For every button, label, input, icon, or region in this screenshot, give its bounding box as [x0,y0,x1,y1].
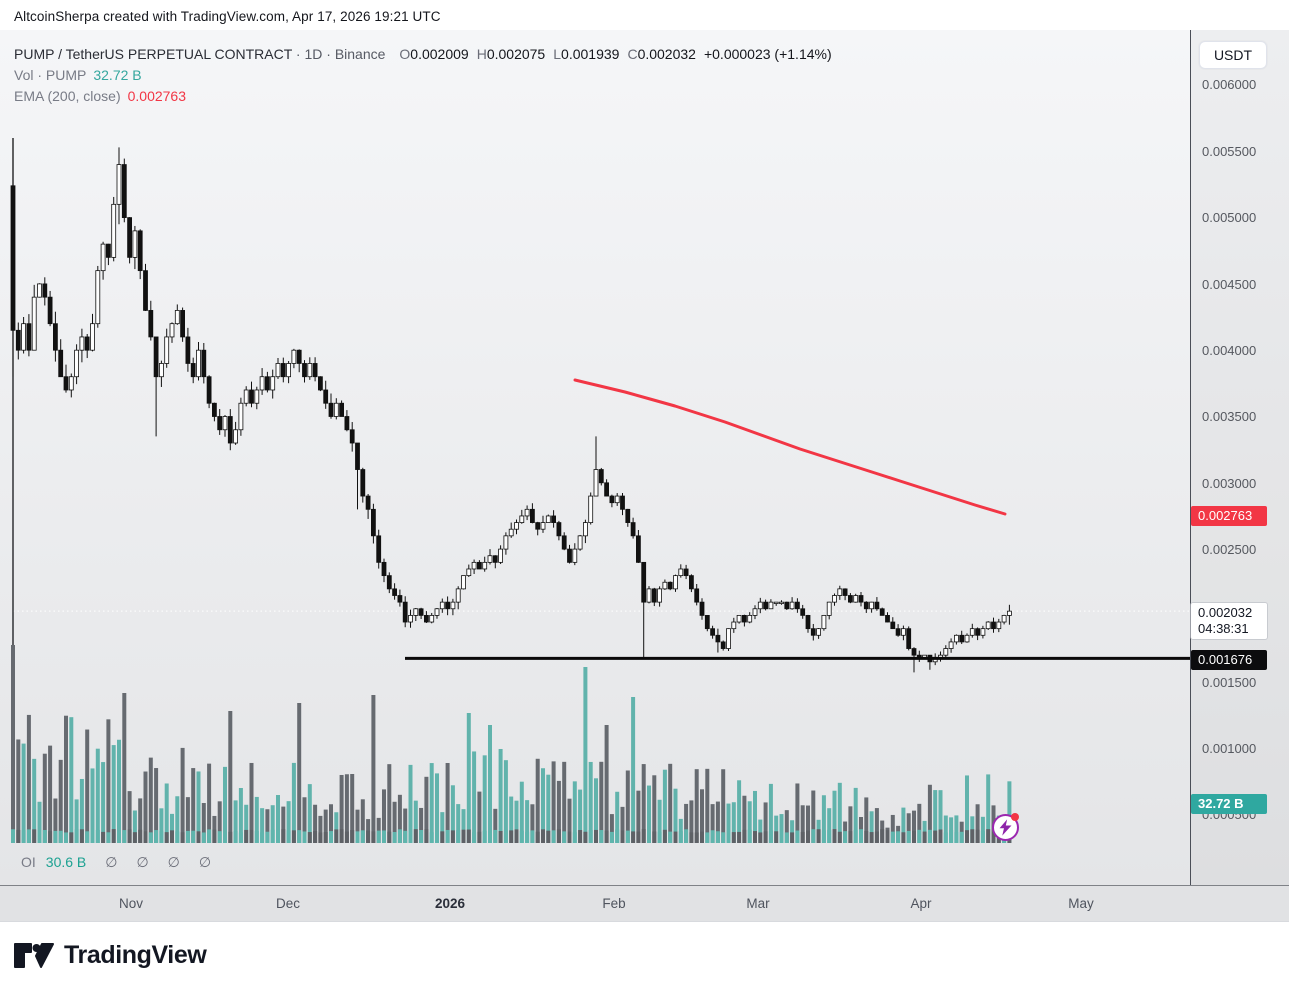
price-tick-label: 0.002500 [1202,542,1257,557]
axis-separator-line [0,885,1289,886]
time-tick-label: Feb [602,896,626,911]
current-price-badge: 0.002032 04:38:31 [1191,603,1267,639]
price-tick-label: 0.005000 [1202,210,1257,225]
oi-empty-icon: ∅ [167,855,180,871]
ema-legend-value: 0.002763 [127,88,187,104]
time-axis[interactable]: Nov Dec 2026 Feb Mar Apr May [0,886,1289,922]
chart-canvas[interactable] [0,30,1190,885]
price-axis-border [1190,30,1191,922]
tradingview-footer[interactable]: TradingView [14,941,207,970]
ohlc-values: O0.002009 H0.002075 L0.001939 C0.002032 [385,46,696,62]
ohlc-letter: H [476,46,487,62]
lightning-bolt-icon [999,819,1012,836]
time-tick-label: Dec [275,896,300,911]
lightning-badge [992,813,1019,841]
price-tick-label: 0.005500 [1202,144,1257,159]
volume-legend-row[interactable]: Vol · PUMP 32.72 B [14,65,832,86]
time-tick-label: Mar [746,896,770,911]
price-tick-label: 0.003000 [1202,476,1257,491]
ohlc-letter: C [627,46,638,62]
volume-legend-label: Vol · PUMP [14,67,87,83]
symbol-row[interactable]: PUMP / TetherUS PERPETUAL CONTRACT · 1D … [14,46,832,62]
volume-badge: 32.72 B [1191,794,1267,814]
ema-price-badge: 0.002763 [1191,506,1267,526]
ema-legend-row[interactable]: EMA (200, close) 0.002763 [14,86,832,107]
time-tick-label: Nov [118,896,143,911]
chart-legend: PUMP / TetherUS PERPETUAL CONTRACT · 1D … [14,44,832,107]
support-price-badge: 0.001676 [1191,650,1267,670]
price-tick-label: 0.004500 [1202,277,1257,292]
symbol-title[interactable]: PUMP / TetherUS PERPETUAL CONTRACT [14,46,292,62]
price-axis[interactable] [1190,30,1289,922]
price-tick-label: 0.001500 [1202,675,1257,690]
notification-dot [1011,813,1019,821]
oi-value: 30.6 B [45,854,87,870]
ohlc-value: 0.002009 [410,46,469,62]
tradingview-logo-text: TradingView [64,941,207,969]
oi-empty-icon: ∅ [105,855,118,871]
exchange-label: Binance [334,46,386,62]
ohlc-value: 0.002075 [486,46,546,62]
interval-label[interactable]: 1D [304,46,323,62]
chart-panel: 0.006000 0.005500 0.005000 0.004500 0.004000… [0,30,1289,922]
currency-toggle-button[interactable]: USDT [1199,41,1267,69]
price-tick-label: 0.001000 [1202,741,1257,756]
attribution-text: AltcoinSherpa created with TradingView.c… [14,9,441,24]
time-tick-label: 2026 [434,896,466,911]
price-tick-label: 0.006000 [1202,77,1257,92]
oi-empty-icon: ∅ [198,855,212,871]
ohlc-letter: L [553,46,562,62]
ohlc-value: 0.002032 [637,46,696,62]
time-tick-label: May [1068,896,1094,911]
open-interest-legend[interactable]: OI 30.6 B ∅ ∅ ∅ ∅ [21,854,211,871]
price-tick-label: 0.003500 [1202,409,1257,424]
price-tick-label: 0.004000 [1202,343,1257,358]
oi-empty-values: ∅ ∅ ∅ ∅ [86,854,212,871]
volume-legend-value: 32.72 B [93,67,142,83]
time-tick-label: Apr [910,896,932,911]
ema-legend-label: EMA (200, close) [14,88,121,104]
ohlc-value: 0.001939 [561,46,620,62]
tradingview-logo-icon [14,943,54,968]
oi-label: OI [21,854,36,870]
ohlc-letter: O [399,46,411,62]
change-value: +0.000023 (+1.14%) [703,46,832,62]
oi-empty-icon: ∅ [136,855,149,871]
